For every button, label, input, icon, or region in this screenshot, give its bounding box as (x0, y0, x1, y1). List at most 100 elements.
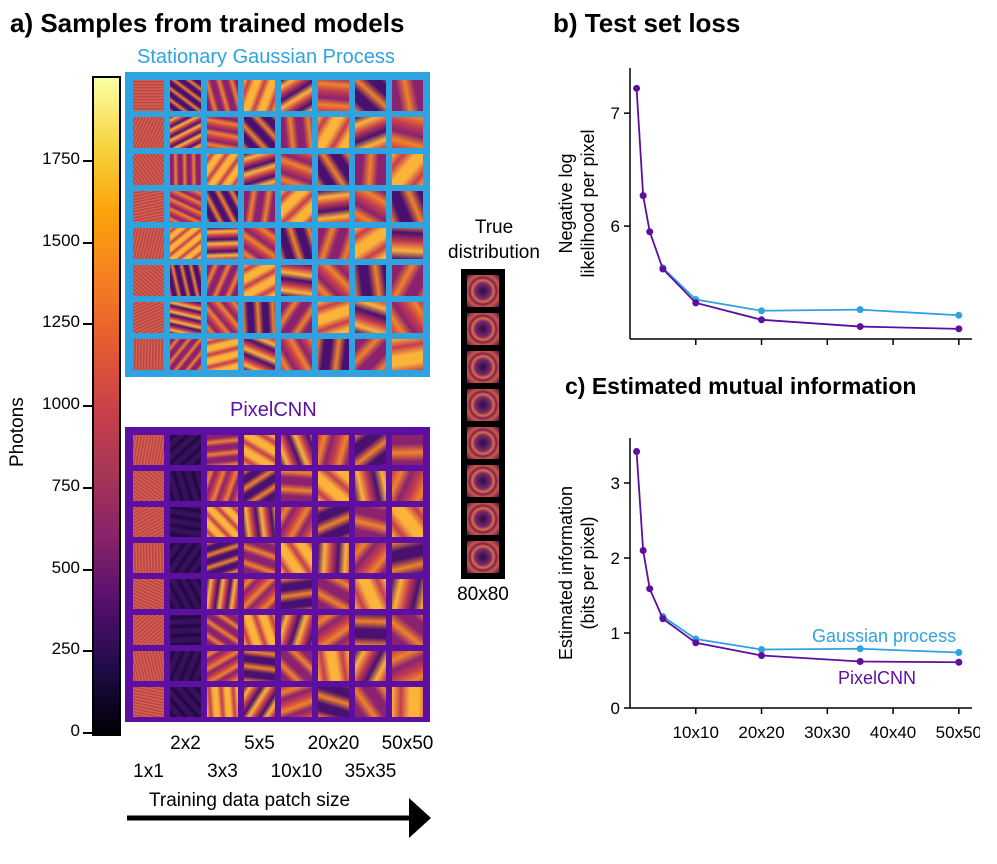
series-point (659, 265, 667, 273)
gp-sample-tile (318, 339, 349, 370)
series-point (856, 323, 864, 331)
y-tick-label: 6 (611, 217, 620, 236)
colorbar-tick-mark (83, 405, 92, 407)
y-tick-label: 3 (611, 474, 620, 493)
test-loss-chart: 6 7 Negative log likelihood per pixel (556, 68, 972, 345)
patch-size-label: 5x5 (244, 733, 275, 754)
pixelcnn-sample-tile (170, 507, 201, 537)
gp-sample-tile (244, 117, 275, 148)
pixelcnn-sample-tile (207, 687, 238, 717)
gp-sample-tile (207, 228, 238, 259)
colorbar-label: Photons (7, 397, 29, 467)
pixelcnn-sample-tile (170, 579, 201, 609)
gp-sample-tile (170, 265, 201, 296)
gp-sample-tile (207, 339, 238, 370)
gp-sample-tile (207, 265, 238, 296)
gp-sample-tile (207, 191, 238, 222)
pixelcnn-sample-tile (244, 435, 275, 465)
colorbar-tick-mark (83, 323, 92, 326)
pixelcnn-sample-tile (207, 579, 238, 609)
gp-sample-tile (318, 117, 349, 148)
pixelcnn-sample-tile (207, 507, 238, 537)
colorbar-tick-label: 500 (51, 557, 80, 577)
series-point (856, 306, 864, 314)
gp-sample-tile (207, 80, 238, 111)
gp-sample-tile (318, 265, 349, 296)
gp-sample-tile (133, 302, 164, 333)
gp-sample-tile (392, 191, 423, 222)
series-point (692, 299, 700, 307)
gp-sample-tile (244, 191, 275, 222)
gp-sample-tile (281, 191, 312, 222)
colorbar-tick-label: 1250 (42, 312, 80, 332)
series-point (692, 639, 700, 647)
x-tick-label: 20x20 (738, 723, 784, 742)
pixelcnn-sample-tile (392, 579, 423, 609)
true-distribution-sample (467, 503, 499, 535)
series-point (633, 448, 641, 455)
pixelcnn-sample-tile (281, 507, 312, 537)
series-point (955, 658, 963, 666)
y-tick-label: 2 (611, 549, 620, 568)
pixelcnn-sample-tile (318, 651, 349, 681)
series-point (758, 652, 766, 659)
gp-sample-tile (207, 302, 238, 333)
pixelcnn-sample-tile (318, 507, 349, 537)
true-distribution-strip (461, 269, 505, 579)
gp-sample-tile (244, 80, 275, 111)
pixelcnn-sample-tile (170, 651, 201, 681)
gp-sample-tile (355, 302, 386, 333)
colorbar-tick-label: 1000 (42, 394, 80, 413)
gp-sample-tile (244, 228, 275, 259)
series-point (955, 311, 963, 319)
gp-sample-tile (318, 302, 349, 333)
pixelcnn-sample-tile (355, 543, 386, 573)
pixelcnn-sample-tile (207, 543, 238, 573)
pixelcnn-sample-tile (392, 435, 423, 465)
pixelcnn-sample-tile (355, 579, 386, 609)
pixelcnn-sample-tile (355, 471, 386, 501)
pixelcnn-sample-tile (392, 687, 423, 717)
gp-sample-tile (133, 191, 164, 222)
gp-sample-tile (207, 117, 238, 148)
pixelcnn-sample-tile (170, 435, 201, 465)
true-dist-label-2: distribution (448, 242, 540, 263)
gp-sample-tile (170, 154, 201, 185)
series-point (758, 307, 766, 315)
x-tick-label: 30x30 (804, 723, 850, 742)
pixelcnn-sample-tile (133, 435, 164, 465)
series-point (758, 316, 766, 324)
patch-size-label: 10x10 (270, 761, 323, 782)
series-line (635, 88, 959, 330)
gp-sample-tile (244, 265, 275, 296)
gp-sample-tile (355, 191, 386, 222)
gp-sample-tile (318, 228, 349, 259)
y-axis-label: Estimated information (556, 486, 576, 660)
pixelcnn-sample-tile (318, 687, 349, 717)
gp-sample-tile (318, 80, 349, 111)
colorbar-label-text: Photons (7, 397, 28, 467)
gp-sample-tile (133, 228, 164, 259)
colorbar-tick-label: 0 (70, 721, 80, 740)
gp-sample-tile (355, 80, 386, 111)
pixelcnn-sample-tile (355, 435, 386, 465)
pixelcnn-sample-grid (125, 427, 430, 722)
gp-sample-tile (392, 302, 423, 333)
true-distribution-sample (467, 313, 499, 345)
series-point (646, 585, 654, 593)
gp-sample-tile (170, 339, 201, 370)
series-point (856, 658, 864, 665)
true-distribution-sample (467, 541, 499, 573)
gp-sample-tile (281, 302, 312, 333)
pixelcnn-sample-tile (207, 615, 238, 645)
pixelcnn-series-label: PixelCNN (838, 668, 917, 688)
patch-size-label: 2x2 (170, 733, 201, 754)
panel-a-title: a) Samples from trained models (10, 8, 405, 38)
gp-sample-tile (392, 80, 423, 111)
pixelcnn-sample-tile (392, 543, 423, 573)
colorbar-tick-mark (83, 650, 92, 653)
gp-sample-tile (355, 339, 386, 370)
series-point (646, 228, 654, 236)
series-point (639, 192, 647, 200)
colorbar-tick-label: 750 (51, 475, 80, 495)
